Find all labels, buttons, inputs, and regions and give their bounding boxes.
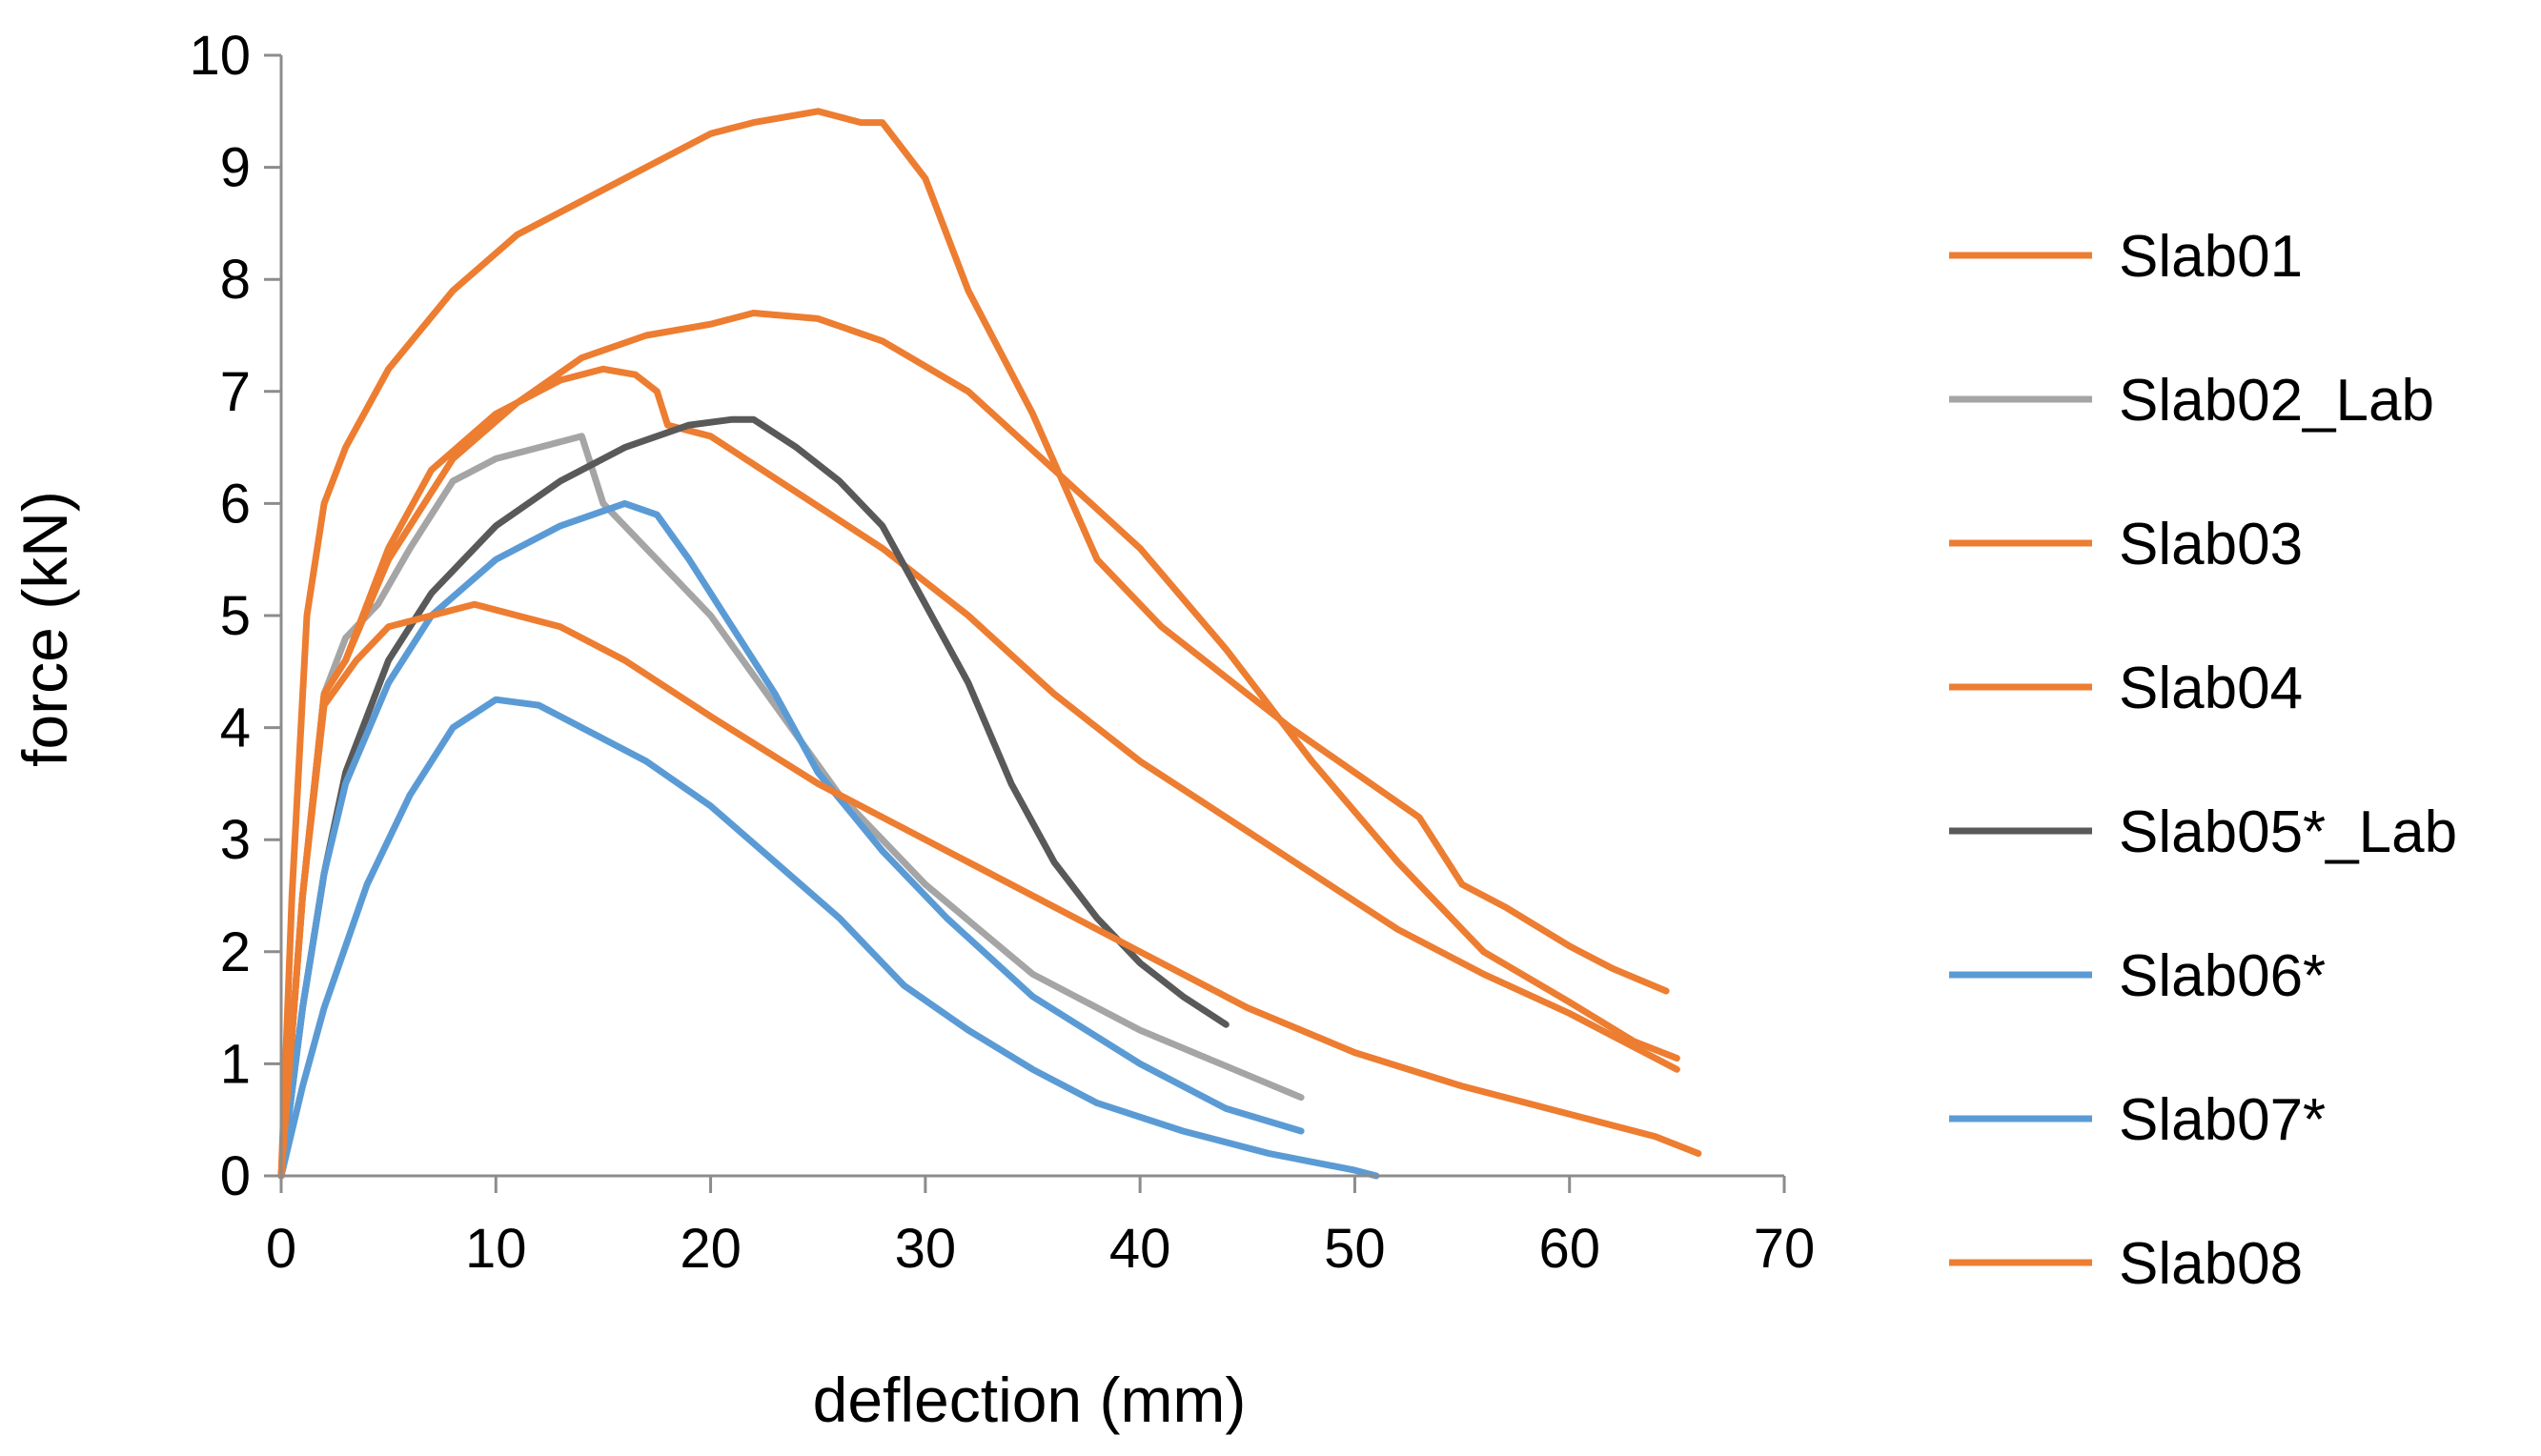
legend-label: Slab04 xyxy=(2119,656,2303,721)
y-tick-label: 6 xyxy=(220,473,251,535)
y-tick-label: 7 xyxy=(220,361,251,423)
y-tick-label: 4 xyxy=(220,698,251,759)
y-tick-label: 2 xyxy=(220,921,251,983)
y-tick-label: 0 xyxy=(220,1145,251,1207)
x-tick-label: 10 xyxy=(465,1218,527,1280)
plot-area xyxy=(277,108,1702,1180)
y-tick-label: 3 xyxy=(220,809,251,871)
legend-label: Slab08 xyxy=(2119,1231,2303,1297)
series-line-slab07 xyxy=(277,696,1380,1180)
x-tick-label: 60 xyxy=(1538,1218,1600,1280)
x-tick-label: 50 xyxy=(1324,1218,1386,1280)
series-line-slab02-lab xyxy=(277,433,1305,1180)
y-tick-label: 5 xyxy=(220,585,251,647)
y-axis-title: force (kN) xyxy=(10,491,80,767)
legend-label: Slab05*_Lab xyxy=(2119,799,2457,865)
legend-label: Slab07* xyxy=(2119,1087,2326,1153)
legend-label: Slab06* xyxy=(2119,943,2326,1009)
x-tick-label: 70 xyxy=(1754,1218,1816,1280)
legend-label: Slab01 xyxy=(2119,224,2303,290)
x-axis: 0 10 20 30 40 50 60 70 xyxy=(266,1174,1816,1280)
legend: Slab01 Slab02_Lab Slab03 Slab04 Slab05*_Lab S… xyxy=(1949,224,2457,1297)
series-line-slab01 xyxy=(277,108,1670,1180)
y-tick-label: 8 xyxy=(220,249,251,311)
series-line-slab08 xyxy=(277,600,1702,1180)
x-tick-label: 20 xyxy=(680,1218,742,1280)
y-axis: 0 1 2 3 4 5 6 7 8 9 10 xyxy=(189,25,283,1207)
legend-label: Slab02_Lab xyxy=(2119,368,2434,434)
y-tick-label: 9 xyxy=(220,137,251,199)
y-tick-label: 10 xyxy=(189,25,251,87)
series-line-slab04 xyxy=(277,365,1680,1180)
series-line-slab06 xyxy=(277,499,1305,1180)
series-line-slab03 xyxy=(277,310,1680,1180)
y-tick-label: 1 xyxy=(220,1033,251,1095)
x-tick-label: 30 xyxy=(895,1218,957,1280)
series-line-slab05-lab xyxy=(277,415,1230,1180)
legend-label: Slab03 xyxy=(2119,512,2303,577)
x-tick-label: 40 xyxy=(1109,1218,1171,1280)
x-axis-title: deflection (mm) xyxy=(813,1365,1247,1435)
x-tick-label: 0 xyxy=(266,1218,296,1280)
